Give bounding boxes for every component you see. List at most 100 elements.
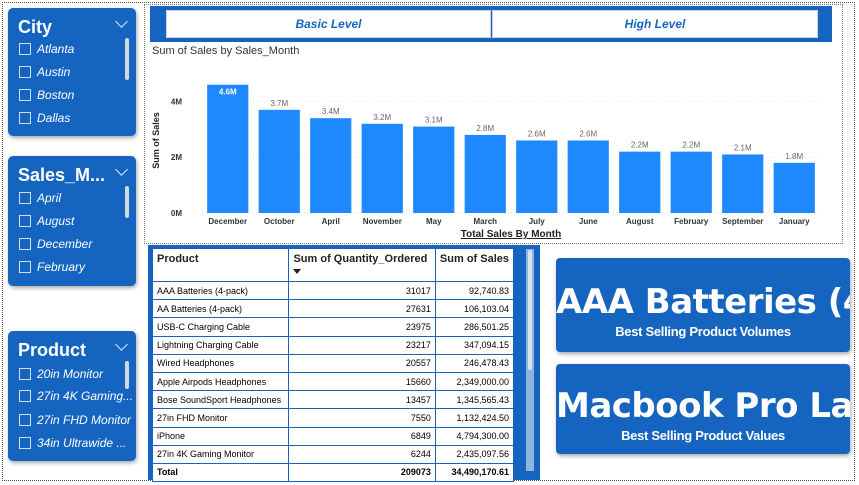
bar[interactable] <box>310 118 352 213</box>
slicer-option[interactable]: April <box>19 189 61 207</box>
table-row[interactable]: Wired Headphones 20557 246,478.43 <box>151 353 515 373</box>
slicer-option[interactable]: December <box>19 235 92 253</box>
bar[interactable] <box>464 134 506 213</box>
bar[interactable] <box>619 151 661 213</box>
table-row[interactable]: 27in 4K Gaming Monitor 6244 2,435,097.56 <box>151 444 515 464</box>
x-tick-label: November <box>363 217 402 226</box>
x-tick-label: February <box>674 217 709 226</box>
kpi-label: Best Selling Product Values <box>621 428 785 443</box>
bar[interactable] <box>361 123 403 213</box>
column-header-sales[interactable]: Sum of Sales <box>434 248 515 282</box>
chart-title: Sum of Sales by Sales_Month <box>152 45 300 57</box>
y-tick-label: 0M <box>171 209 182 218</box>
table-total-row[interactable]: Total 209073 34,490,170.61 <box>151 462 515 483</box>
cell-product: AA Batteries (4-pack) <box>151 299 290 319</box>
table-row[interactable]: Lightning Charging Cable 23217 347,094.15 <box>151 335 515 355</box>
x-tick-label: September <box>722 217 763 226</box>
city-slicer[interactable]: City Atlanta Austin Boston Dallas <box>8 8 136 136</box>
checkbox[interactable] <box>19 368 31 380</box>
cell-product: Bose SoundSport Headphones <box>151 390 290 410</box>
bar[interactable] <box>670 151 712 213</box>
slicer-option[interactable]: 34in Ultrawide ... <box>19 434 126 452</box>
scrollbar[interactable] <box>125 38 129 80</box>
bar[interactable] <box>413 126 455 213</box>
product-slicer[interactable]: Product 20in Monitor 27in 4K Gaming... 2… <box>8 331 136 461</box>
chevron-down-icon[interactable] <box>115 15 128 28</box>
kpi-label: Best Selling Product Volumes <box>615 324 791 339</box>
chart-visual-border <box>144 4 843 244</box>
cell-quantity: 23975 <box>288 317 436 337</box>
sales-by-month-chart[interactable]: Sum of Sales by Sales_Month 0M 2M 4M Sum of… <box>150 42 832 242</box>
sort-descending-icon[interactable] <box>293 268 302 274</box>
table-row[interactable]: 27in FHD Monitor 7550 1,132,424.50 <box>151 408 515 428</box>
checkbox[interactable] <box>19 390 31 402</box>
data-label: 3.7M <box>270 99 288 108</box>
x-tick-label: August <box>626 217 654 226</box>
data-label: 2.2M <box>682 141 700 150</box>
column-header-quantity[interactable]: Sum of Quantity_Ordered <box>288 248 436 282</box>
bar[interactable] <box>773 162 815 213</box>
checkbox[interactable] <box>19 437 31 449</box>
checkbox[interactable] <box>19 414 31 426</box>
checkbox[interactable] <box>19 89 31 101</box>
cell-product: 27in 4K Gaming Monitor <box>151 444 290 464</box>
sales-month-slicer[interactable]: Sales_M... April August December Februar… <box>8 156 136 286</box>
scrollbar[interactable] <box>125 361 129 389</box>
cell-product: Total <box>151 462 290 483</box>
bar[interactable] <box>722 154 764 213</box>
column-header-product[interactable]: Product <box>151 248 290 282</box>
high-level-button[interactable]: High Level <box>492 10 818 38</box>
y-axis-title: Sum of Sales <box>151 112 161 169</box>
data-label: 4.6M <box>219 88 237 97</box>
chevron-down-icon[interactable] <box>115 338 128 351</box>
slicer-option[interactable]: 27in FHD Monitor <box>19 411 131 429</box>
basic-level-button[interactable]: Basic Level <box>166 10 491 38</box>
bar[interactable] <box>207 84 249 213</box>
product-table-visual[interactable]: Product Sum of Quantity_Ordered Sum of S… <box>148 245 540 483</box>
x-tick-label: January <box>779 217 810 226</box>
slicer-option[interactable]: Austin <box>19 63 70 81</box>
data-label: 3.4M <box>322 107 340 116</box>
cell-quantity: 20557 <box>288 353 436 373</box>
table-row[interactable]: AAA Batteries (4-pack) 31017 92,740.83 <box>151 280 515 301</box>
cell-sales: 1,132,424.50 <box>434 408 515 428</box>
slicer-option[interactable]: Boston <box>19 86 74 104</box>
data-label: 2.8M <box>476 124 494 133</box>
table-row[interactable]: Apple Airpods Headphones 15660 2,349,000.0… <box>151 371 515 392</box>
checkbox[interactable] <box>19 112 31 124</box>
table-row[interactable]: Bose SoundSport Headphones 13457 1,345,565… <box>151 390 515 410</box>
data-label: 3.2M <box>373 113 391 122</box>
bar[interactable] <box>516 140 558 214</box>
checkbox[interactable] <box>19 215 31 227</box>
table-scrollbar-thumb[interactable] <box>528 250 532 370</box>
bar[interactable] <box>567 140 609 214</box>
chevron-down-icon[interactable] <box>115 163 128 176</box>
slicer-option[interactable]: Atlanta <box>19 40 74 58</box>
cell-product: 27in FHD Monitor <box>151 408 290 428</box>
slicer-option[interactable]: 27in 4K Gaming... <box>19 387 133 405</box>
cell-sales: 246,478.43 <box>434 353 515 373</box>
slicer-option[interactable]: February <box>19 258 85 276</box>
checkbox[interactable] <box>19 192 31 204</box>
checkbox[interactable] <box>19 261 31 273</box>
data-label: 2.2M <box>631 141 649 150</box>
cell-product: Wired Headphones <box>151 353 290 373</box>
cell-sales: 4,794,300.00 <box>434 426 515 446</box>
checkbox[interactable] <box>19 66 31 78</box>
checkbox[interactable] <box>19 43 31 55</box>
cell-quantity: 15660 <box>288 371 436 392</box>
table-row[interactable]: AA Batteries (4-pack) 27631 106,103.04 <box>151 299 515 319</box>
cell-sales: 106,103.04 <box>434 299 515 319</box>
table-row[interactable]: iPhone 6849 4,794,300.00 <box>151 426 515 446</box>
cell-quantity: 27631 <box>288 299 436 319</box>
cell-quantity: 6244 <box>288 444 436 464</box>
checkbox[interactable] <box>19 238 31 250</box>
slicer-option[interactable]: August <box>19 212 74 230</box>
slicer-option[interactable]: Dallas <box>19 109 70 127</box>
slicer-option[interactable]: 20in Monitor <box>19 365 103 383</box>
cell-sales: 2,349,000.00 <box>434 371 515 392</box>
scrollbar[interactable] <box>125 186 129 218</box>
table-row[interactable]: USB-C Charging Cable 23975 286,501.25 <box>151 317 515 337</box>
cell-sales: 347,094.15 <box>434 335 515 355</box>
bar[interactable] <box>258 109 300 213</box>
